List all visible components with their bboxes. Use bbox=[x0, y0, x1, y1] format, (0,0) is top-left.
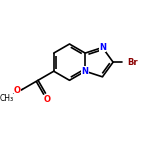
Text: N: N bbox=[99, 43, 106, 52]
Text: N: N bbox=[82, 67, 89, 76]
Text: O: O bbox=[14, 86, 21, 95]
Text: Br: Br bbox=[127, 58, 138, 67]
Text: O: O bbox=[43, 95, 50, 104]
Text: CH₃: CH₃ bbox=[0, 94, 14, 103]
